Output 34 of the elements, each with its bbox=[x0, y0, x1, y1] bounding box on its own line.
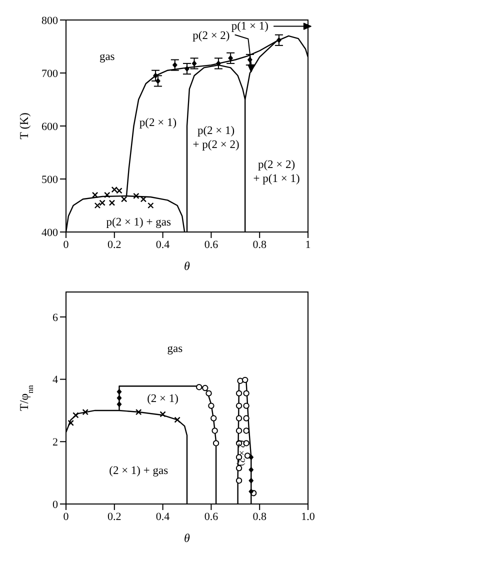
annotation: p(2 × 1) bbox=[139, 116, 177, 129]
x-tick-label: 0 bbox=[63, 238, 70, 251]
x-axis-title: θ bbox=[184, 531, 190, 545]
x-tick-label: 0.2 bbox=[108, 238, 122, 251]
y-tick-label: 6 bbox=[52, 312, 58, 324]
x-tick-label: 0.2 bbox=[108, 510, 122, 523]
y-tick-label: 800 bbox=[42, 14, 58, 27]
x-tick-label: 1.0 bbox=[301, 510, 316, 523]
annotation: p(2 × 2) + p(1 × 1) bbox=[253, 159, 300, 186]
y-tick-label: 400 bbox=[42, 226, 58, 239]
annotation: p(1 × 1) bbox=[231, 20, 269, 32]
x-tick-label: 1 bbox=[305, 238, 311, 251]
x-tick-label: 0.6 bbox=[204, 510, 219, 523]
x-tick-label: 0.4 bbox=[156, 510, 170, 523]
annotation: p(2 × 1) + gas bbox=[106, 216, 172, 228]
x-tick-label: 0.4 bbox=[156, 238, 170, 251]
y-tick-label: 500 bbox=[42, 174, 58, 186]
x-tick-label: 0.6 bbox=[204, 238, 219, 251]
y-tick-label: 4 bbox=[52, 374, 58, 386]
annotation: (2 × 1) bbox=[147, 393, 179, 405]
y-tick-label: 700 bbox=[42, 68, 58, 80]
x-axis-title: θ bbox=[184, 259, 190, 273]
annotation: p(2 × 1) + p(2 × 2) bbox=[192, 125, 240, 152]
annotation: gas bbox=[99, 51, 116, 64]
y-tick-label: 2 bbox=[52, 436, 58, 449]
x-tick-label: 0.8 bbox=[252, 238, 267, 251]
x-tick-label: 0 bbox=[63, 510, 70, 523]
annotation: gas bbox=[167, 343, 184, 356]
annotation: (2 × 1) + gas bbox=[109, 465, 169, 478]
annotation: p(2 × 2) bbox=[192, 30, 230, 42]
y-tick-label: 600 bbox=[42, 120, 58, 133]
y-axis-title: T (K) bbox=[17, 112, 31, 140]
y-tick-label: 0 bbox=[52, 498, 58, 511]
x-tick-label: 0.8 bbox=[252, 510, 267, 523]
